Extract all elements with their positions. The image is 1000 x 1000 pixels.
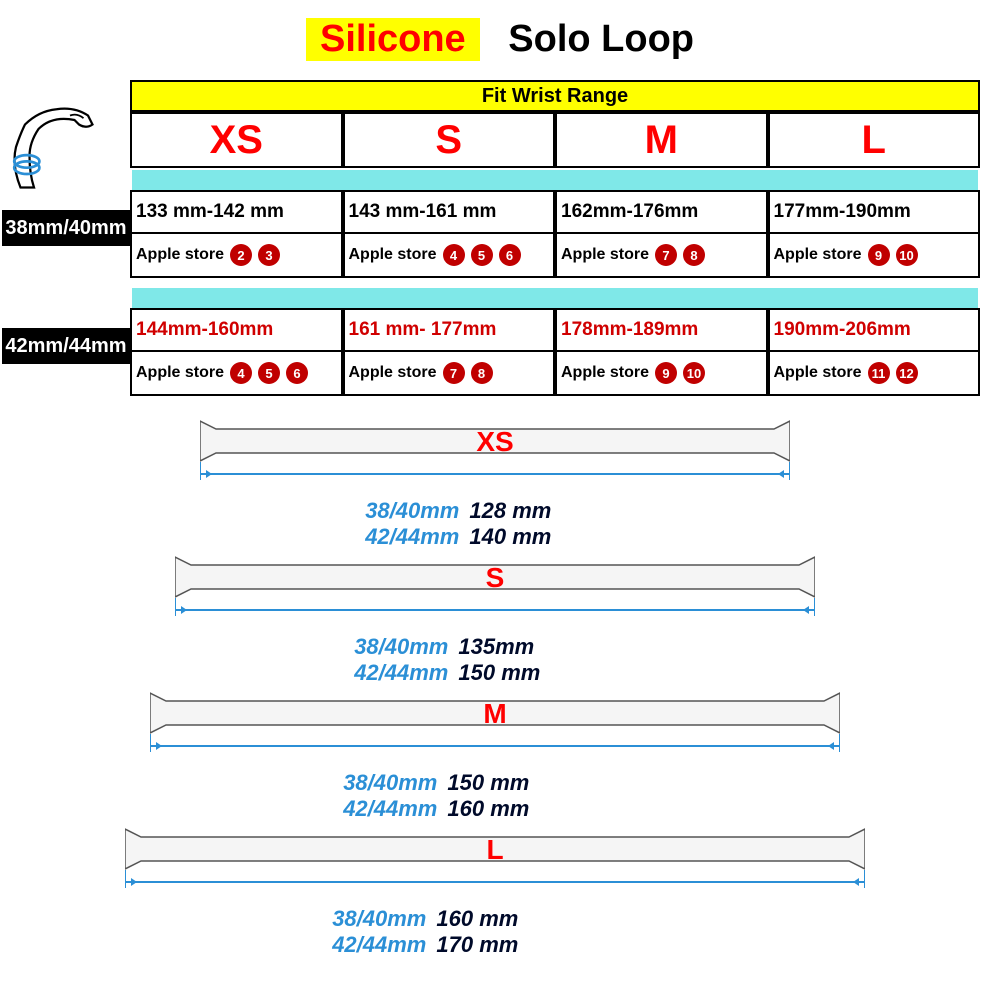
size-column: 177mm-190mm Apple store 9 10 [768,190,981,278]
size-badge: 8 [683,244,705,266]
band-size-label: L [486,834,503,866]
divider-strip [132,170,978,190]
band-measure-38-40: 38/40mm160 mm [332,906,518,932]
size-badge: 7 [655,244,677,266]
size-column: 190mm-206mm Apple store 11 12 [768,308,981,396]
divider-strip [132,288,978,308]
band-measure-42-44: 42/44mm140 mm [365,524,551,550]
band-measure-42-44: 42/44mm160 mm [343,796,529,822]
size-column: 161 mm- 177mm Apple store 78 [343,308,556,396]
store-label: Apple store [561,364,649,382]
size-badge: 7 [443,362,465,384]
apple-store-sizes: Apple store 456 [343,234,556,278]
size-column: 144mm-160mm Apple store 456 [130,308,343,396]
apple-store-sizes: Apple store 78 [555,234,768,278]
apple-store-sizes: Apple store 78 [343,352,556,396]
wrist-range: 162mm-176mm [555,190,768,234]
size-badge: 5 [471,244,493,266]
size-badge: 8 [471,362,493,384]
size-badge: 4 [443,244,465,266]
size-col-xs: XS [130,112,343,168]
wrist-range: 133 mm-142 mm [130,190,343,234]
size-badge: 4 [230,362,252,384]
wrist-range: 190mm-206mm [768,308,981,352]
wrist-range: 144mm-160mm [130,308,343,352]
title-highlight: Silicone [306,18,480,61]
band-size-label: S [486,562,505,594]
size-badge: 11 [868,362,890,384]
band-diagram: M 38/40mm150 mm42/44mm160 mm [0,692,1000,822]
wrist-range: 161 mm- 177mm [343,308,556,352]
size-badge: 10 [896,244,918,266]
page-title: Silicone Solo Loop [0,0,1000,61]
size-badge: 5 [258,362,280,384]
band-size-label: M [483,698,506,730]
store-label: Apple store [136,246,224,264]
wrist-range: 143 mm-161 mm [343,190,556,234]
data-row-38-40: 133 mm-142 mmApple store23143 mm-161 mmA… [130,190,980,278]
data-row-42-44: 144mm-160mmApple store456161 mm- 177mmAp… [130,308,980,396]
band-diagram: S 38/40mm135mm42/44mm150 mm [0,556,1000,686]
band-size-label: XS [476,426,513,458]
band-measure-38-40: 38/40mm128 mm [365,498,551,524]
wrist-icon [6,102,116,192]
wrist-range: 178mm-189mm [555,308,768,352]
size-column: 143 mm-161 mm Apple store 456 [343,190,556,278]
size-badge: 3 [258,244,280,266]
store-label: Apple store [561,246,649,264]
watch-size-38-40: 38mm/40mm [2,210,130,246]
apple-store-sizes: Apple store 9 10 [768,234,981,278]
band-measure-42-44: 42/44mm170 mm [332,932,518,958]
apple-store-sizes: Apple store 9 10 [555,352,768,396]
size-col-l: L [768,112,981,168]
store-label: Apple store [774,364,862,382]
size-col-m: M [555,112,768,168]
store-label: Apple store [774,246,862,264]
band-measure-38-40: 38/40mm135mm [354,634,534,660]
apple-store-sizes: Apple store 456 [130,352,343,396]
size-header-row: XS S M L [130,112,980,168]
size-badge: 9 [655,362,677,384]
watch-size-42-44: 42mm/44mm [2,328,130,364]
band-diagram: L 38/40mm160 mm42/44mm170 mm [0,828,1000,958]
apple-store-sizes: Apple store 23 [130,234,343,278]
fit-range-header: Fit Wrist Range [130,80,980,112]
size-column: 178mm-189mm Apple store 9 10 [555,308,768,396]
size-badge: 2 [230,244,252,266]
size-badge: 9 [868,244,890,266]
size-badge: 12 [896,362,918,384]
store-label: Apple store [136,364,224,382]
size-column: 133 mm-142 mm Apple store 23 [130,190,343,278]
apple-store-sizes: Apple store 11 12 [768,352,981,396]
size-badge: 6 [286,362,308,384]
band-measure-42-44: 42/44mm150 mm [354,660,540,686]
band-measure-38-40: 38/40mm150 mm [343,770,529,796]
size-col-s: S [343,112,556,168]
size-column: 162mm-176mm Apple store 78 [555,190,768,278]
band-diagrams: XS 38/40mm128 mm42/44mm140 mm S 38/40mm135m… [0,420,1000,964]
wrist-range: 177mm-190mm [768,190,981,234]
store-label: Apple store [349,246,437,264]
store-label: Apple store [349,364,437,382]
size-badge: 6 [499,244,521,266]
title-plain: Solo Loop [508,18,694,60]
size-badge: 10 [683,362,705,384]
band-diagram: XS 38/40mm128 mm42/44mm140 mm [0,420,1000,550]
